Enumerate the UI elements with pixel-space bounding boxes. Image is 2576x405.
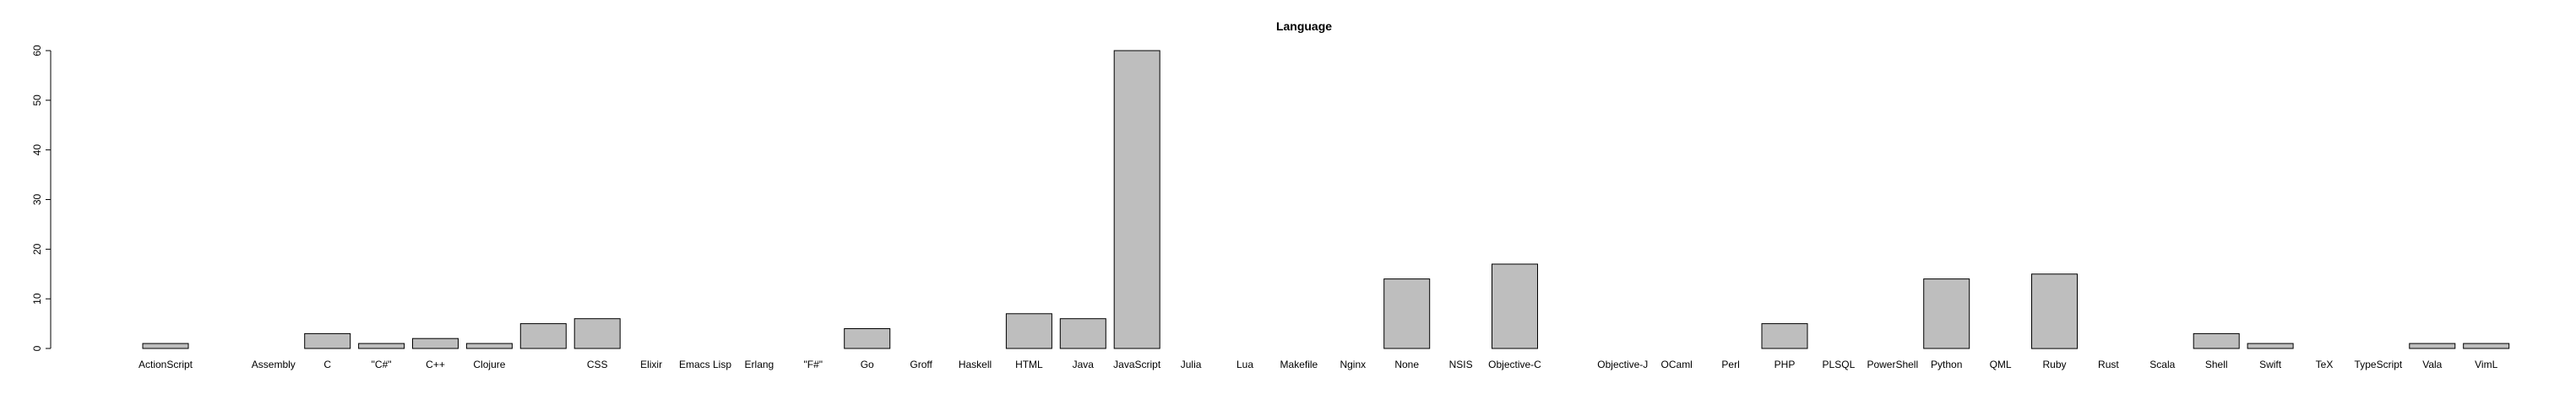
- x-tick-label: C++: [426, 359, 445, 370]
- x-tick-label: Scala: [2149, 359, 2175, 370]
- x-tick-label: Nginx: [1340, 359, 1366, 370]
- bar: [465, 343, 513, 349]
- x-tick-label: VimL: [2475, 359, 2497, 370]
- bar: [1383, 278, 1431, 349]
- bar: [1059, 318, 1106, 349]
- bar: [2193, 332, 2240, 349]
- x-tick-label: C: [323, 359, 331, 370]
- x-tick-label: OCaml: [1661, 359, 1693, 370]
- x-tick-label: "F#": [804, 359, 823, 370]
- x-tick-label: Objective-C: [1488, 359, 1541, 370]
- y-axis: 0 10 20 30 40 50 60: [31, 45, 52, 351]
- bar: [1113, 50, 1160, 349]
- x-tick-label: Vala: [2422, 359, 2442, 370]
- y-tick-label: 10: [31, 293, 43, 305]
- y-tick-label: 50: [31, 94, 43, 106]
- x-tick-label: CSS: [587, 359, 608, 370]
- y-tick-label: 20: [31, 243, 43, 255]
- x-tick-label: Java: [1073, 359, 1095, 370]
- x-tick-label: Groff: [910, 359, 932, 370]
- x-tick-label: Swift: [2259, 359, 2282, 370]
- y-tick-label: 30: [31, 194, 43, 206]
- x-tick-label: PLSQL: [1823, 359, 1856, 370]
- bar: [2247, 343, 2294, 349]
- bar: [1923, 278, 1970, 349]
- bar: [2463, 343, 2510, 349]
- bar: [304, 332, 351, 349]
- y-tick-label: 40: [31, 144, 43, 156]
- bar: [1005, 313, 1052, 349]
- x-tick-label: "C#": [372, 359, 392, 370]
- x-tick-label: Erlang: [745, 359, 774, 370]
- x-tick-label: Haskell: [959, 359, 992, 370]
- x-tick-label: HTML: [1015, 359, 1043, 370]
- bar: [519, 323, 567, 349]
- x-tick-label: JavaScript: [1113, 359, 1161, 370]
- x-tick-label: NSIS: [1449, 359, 1473, 370]
- x-tick-label: QML: [1990, 359, 2012, 370]
- x-tick-label: PowerShell: [1867, 359, 1918, 370]
- x-tick-label: Ruby: [2042, 359, 2066, 370]
- bar: [1761, 323, 1808, 349]
- x-axis-labels: ActionScript Assembly C "C#" C++ Clojure CSS El…: [139, 359, 2498, 370]
- bar: [844, 328, 891, 349]
- x-tick-label: Shell: [2205, 359, 2228, 370]
- chart-title: Language: [1276, 19, 1332, 33]
- bar: [358, 343, 405, 349]
- x-tick-label: Emacs Lisp: [679, 359, 731, 370]
- y-tick-label: 0: [31, 345, 43, 351]
- x-tick-label: Makefile: [1280, 359, 1318, 370]
- bar: [2409, 343, 2456, 349]
- x-tick-label: None: [1394, 359, 1419, 370]
- bar: [2031, 273, 2078, 349]
- bar: [142, 343, 189, 349]
- bar: [573, 318, 621, 349]
- x-tick-label: TeX: [2316, 359, 2334, 370]
- x-tick-label: TypeScript: [2355, 359, 2403, 370]
- x-tick-label: Go: [861, 359, 874, 370]
- x-tick-label: PHP: [1774, 359, 1796, 370]
- bar: [412, 338, 459, 349]
- x-tick-label: Perl: [1721, 359, 1739, 370]
- y-tick-label: 60: [31, 45, 43, 57]
- x-tick-label: Rust: [2098, 359, 2119, 370]
- x-tick-label: Python: [1931, 359, 1962, 370]
- bars: [142, 50, 2510, 349]
- x-tick-label: Clojure: [473, 359, 505, 370]
- x-tick-label: Assembly: [252, 359, 296, 370]
- x-tick-label: Objective-J: [1597, 359, 1648, 370]
- bar: [1492, 263, 1538, 349]
- x-tick-label: ActionScript: [139, 359, 193, 370]
- x-tick-label: Lua: [1236, 359, 1253, 370]
- x-tick-label: Julia: [1181, 359, 1202, 370]
- x-tick-label: Elixir: [640, 359, 662, 370]
